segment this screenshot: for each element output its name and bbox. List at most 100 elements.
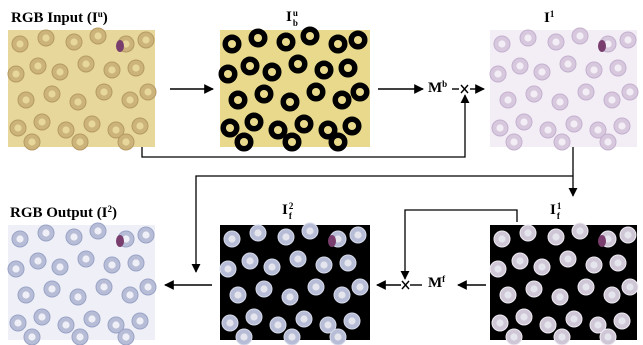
blood-cell-center [510,333,518,341]
blood-cell-center [624,231,632,239]
blood-cell-center [496,319,504,327]
blood-cell-center [249,117,259,127]
blood-cell-center [604,138,612,146]
blood-cell-center [286,293,294,301]
blood-cell-center [530,285,538,293]
blood-cell-center [520,313,528,321]
blood-cell-center [494,265,502,273]
blood-cell-center [343,63,353,73]
blood-cell-center [42,34,50,42]
blood-cell-center [48,90,56,98]
blood-cell-center [496,124,504,132]
blood-cell-center [558,333,566,341]
blood-cell-center [76,333,84,341]
blood-cell-center [618,317,626,325]
parasite-mark [116,235,124,247]
blood-cell-center [333,137,343,147]
blood-cell-center [348,317,356,325]
blood-cell-center [311,87,321,97]
blood-cell-center [582,88,590,96]
blood-cell-center [334,235,342,243]
blood-cell-center [320,261,328,269]
blood-cell-center [604,333,612,341]
blood-cell-center [590,66,598,74]
blood-cell-center [88,120,96,128]
blood-cell-center [498,235,506,243]
blood-cell-center [100,88,108,96]
blood-cell-center [614,64,622,72]
blood-cell-center [604,235,612,243]
blood-cell-center [82,255,90,263]
blood-cell-center [246,257,254,265]
blood-cell-center [355,87,365,97]
blood-cell-center [122,138,130,146]
blood-cell-center [224,265,232,273]
blood-cell-center [300,315,308,323]
blood-cell-center [240,333,248,341]
blood-cell-center [225,123,235,133]
parasite-mark [598,235,606,247]
blood-cell-center [498,40,506,48]
blood-cell-center [239,137,249,147]
label-rgb-input: RGB Input (Iu) [11,9,108,26]
blood-cell-center [594,321,602,329]
blood-cell-center [564,255,572,263]
blood-cell-center [22,291,30,299]
blood-cell-center [576,32,584,40]
blood-cell-center [558,138,566,146]
arrow-fused1-to-multiply [400,209,518,280]
blood-cell-center [226,319,234,327]
blood-cell-center [281,37,291,47]
blood-cell-center [516,257,524,265]
blood-cell-center [324,321,332,329]
blood-cell-center [62,321,70,329]
blood-cell-center [347,121,357,131]
parasite-mark [116,40,124,52]
blood-cell-center [516,62,524,70]
blood-cell-center [126,291,134,299]
blood-cell-center [552,233,560,241]
blood-cell-center [233,95,243,105]
blood-cell-center [624,36,632,44]
blood-cell-center [285,97,295,107]
blood-cell-center [16,40,24,48]
blood-cell-center [356,283,364,291]
blood-cell-center [88,315,96,323]
blood-cell-center [538,68,546,76]
blood-cell-center [626,283,634,291]
label-intermediate: I1 [544,9,555,26]
parasite-mark [598,40,606,52]
blood-cell-center [608,96,616,104]
blood-cell-center [76,138,84,146]
blood-cell-center [48,285,56,293]
blood-cell-center [82,60,90,68]
blood-cell-center [122,333,130,341]
blood-cell-center [34,257,42,265]
blood-cell-center [260,285,268,293]
blood-cell-center [112,126,120,134]
blood-cell-center [14,124,22,132]
multiply-node-bottom [401,280,410,290]
blood-cell-center [294,255,302,263]
arrow-input-to-multiply [141,94,470,158]
blood-cell-center [614,259,622,267]
blood-cell-center [122,40,130,48]
blood-cell-center [353,35,363,45]
blood-cell-center [544,126,552,134]
blood-cell-center [267,67,277,77]
blood-cell-center [234,291,242,299]
blood-cell-center [254,229,262,237]
blood-cell-center [28,333,36,341]
blood-cell-center [299,119,309,129]
label-mask-b: Mb [428,79,448,96]
blood-cell-center [94,32,102,40]
blood-cell-center [22,96,30,104]
blood-cell-center [132,259,140,267]
blood-cell-center [228,235,236,243]
blood-cell-center [504,96,512,104]
blood-cell-center [520,118,528,126]
